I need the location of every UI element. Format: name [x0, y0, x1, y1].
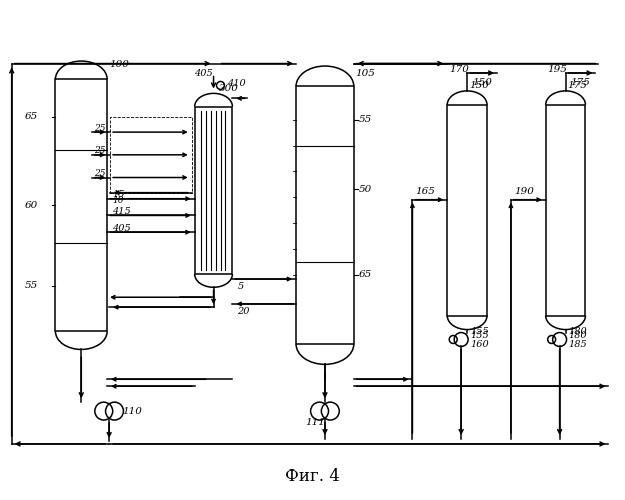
Text: 105: 105: [356, 70, 376, 78]
Text: 405: 405: [194, 69, 213, 78]
Text: 50: 50: [359, 185, 372, 194]
Text: 100: 100: [109, 60, 129, 68]
Text: 180: 180: [569, 327, 588, 336]
Text: 65: 65: [359, 270, 372, 279]
Text: 5: 5: [238, 282, 244, 292]
Text: 55: 55: [24, 282, 38, 290]
Text: 110: 110: [122, 406, 142, 416]
Text: 25: 25: [94, 124, 106, 132]
Text: 405: 405: [112, 224, 131, 232]
Bar: [56, 79, 107, 332]
Bar: [296, 86, 354, 344]
Text: 150: 150: [472, 78, 492, 88]
Text: 300: 300: [219, 84, 238, 93]
Text: 160: 160: [470, 340, 489, 349]
Text: 150: 150: [469, 82, 489, 90]
Text: 185: 185: [569, 340, 588, 349]
Text: 195: 195: [548, 64, 568, 74]
Text: 111: 111: [305, 418, 325, 426]
Text: 170: 170: [449, 64, 469, 74]
Bar: [448, 105, 487, 316]
Text: 25: 25: [94, 146, 106, 156]
Bar: [194, 106, 232, 274]
Text: 20: 20: [238, 308, 250, 316]
Text: 15: 15: [112, 190, 124, 199]
Text: 155: 155: [470, 327, 489, 336]
Bar: [546, 105, 586, 316]
Text: 190: 190: [514, 187, 534, 196]
Text: 165: 165: [416, 187, 435, 196]
Text: 60: 60: [24, 200, 38, 210]
Text: 410: 410: [228, 79, 246, 88]
Text: 65: 65: [24, 112, 38, 122]
Text: 175: 175: [571, 78, 591, 88]
Text: 10: 10: [112, 196, 124, 205]
Text: Фиг. 4: Фиг. 4: [284, 468, 339, 485]
Text: 175: 175: [568, 82, 588, 90]
Text: 415: 415: [112, 207, 131, 216]
Text: 180: 180: [569, 331, 588, 340]
Text: 25: 25: [94, 169, 106, 178]
Text: 55: 55: [359, 115, 372, 124]
Text: 155: 155: [470, 331, 489, 340]
